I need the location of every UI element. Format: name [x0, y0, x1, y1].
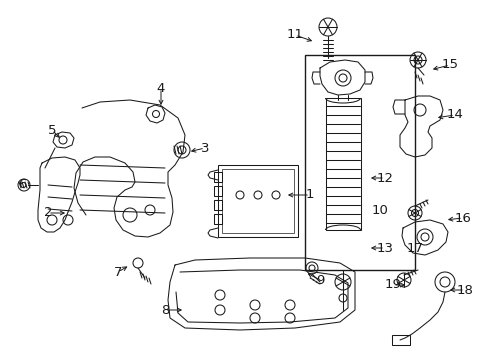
Text: 16: 16 — [455, 211, 471, 225]
Text: 10: 10 — [371, 203, 389, 216]
Bar — [305, 55, 415, 270]
Text: 13: 13 — [376, 242, 393, 255]
Text: 6: 6 — [18, 179, 26, 192]
Text: 18: 18 — [457, 284, 473, 297]
Bar — [214, 172, 222, 182]
Text: 5: 5 — [48, 123, 56, 136]
Text: 17: 17 — [407, 242, 423, 255]
Text: 19: 19 — [385, 279, 401, 292]
Text: 15: 15 — [441, 58, 459, 72]
Bar — [222, 169, 294, 233]
Text: 3: 3 — [201, 141, 209, 154]
Bar — [214, 200, 222, 210]
Text: 12: 12 — [376, 171, 393, 184]
Bar — [214, 214, 222, 224]
Text: 8: 8 — [161, 303, 169, 316]
Text: 4: 4 — [157, 81, 165, 94]
Text: 2: 2 — [44, 207, 52, 220]
Text: 14: 14 — [446, 108, 464, 122]
Bar — [392, 335, 410, 345]
Text: 1: 1 — [306, 189, 314, 202]
Text: 11: 11 — [287, 28, 303, 41]
Bar — [326, 98, 361, 230]
Text: 9: 9 — [316, 274, 324, 287]
Bar — [218, 165, 298, 237]
Bar — [214, 186, 222, 196]
Text: 7: 7 — [114, 266, 122, 279]
